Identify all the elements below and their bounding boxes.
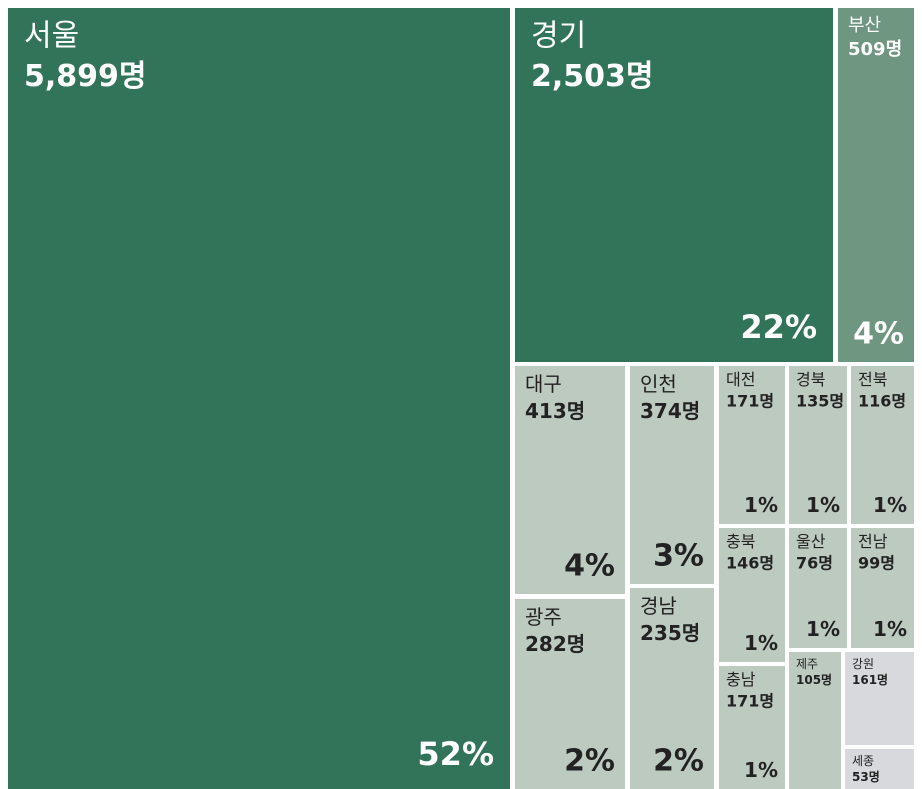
tile-name: 대구 xyxy=(525,372,562,396)
tile xyxy=(789,652,841,789)
tile-name: 제주 xyxy=(796,657,818,671)
tile-count: 509명 xyxy=(848,39,902,60)
tile-count: 99명 xyxy=(858,554,895,573)
tile-name: 대전 xyxy=(726,370,755,389)
tile xyxy=(719,666,785,789)
tile xyxy=(515,599,625,789)
tile-name: 광주 xyxy=(525,605,562,629)
tile xyxy=(838,8,914,362)
tile-count: 135명 xyxy=(796,392,844,411)
tile-name: 세종 xyxy=(852,754,874,768)
tile-count: 116명 xyxy=(858,392,906,411)
tile xyxy=(630,366,714,584)
tile-share: 3% xyxy=(653,539,704,574)
tile-share: 2% xyxy=(653,744,704,779)
tile-share: 2% xyxy=(564,744,615,779)
tile xyxy=(515,8,833,362)
tile-count: 146명 xyxy=(726,554,774,573)
tile-count: 171명 xyxy=(726,692,774,711)
tile xyxy=(845,749,914,789)
tile-name: 전남 xyxy=(858,532,888,551)
tile-share: 4% xyxy=(564,549,615,584)
tile-name: 부산 xyxy=(848,15,881,36)
tile-name: 서울 xyxy=(24,19,79,54)
tile xyxy=(789,528,847,648)
tile-name: 충남 xyxy=(726,670,756,689)
tile xyxy=(515,366,625,594)
tile-share: 1% xyxy=(744,493,778,517)
tile-count: 282명 xyxy=(525,632,585,656)
tile-name: 강원 xyxy=(852,657,874,671)
tile xyxy=(719,528,785,662)
tile-count: 374명 xyxy=(640,399,700,423)
tile-count: 413명 xyxy=(525,399,585,423)
tile-count: 235명 xyxy=(640,621,700,645)
tile xyxy=(845,652,914,745)
tile-name: 충북 xyxy=(726,532,755,551)
tile xyxy=(789,366,847,524)
tile xyxy=(8,8,510,789)
tile-count: 105명 xyxy=(796,673,832,687)
tile xyxy=(851,528,914,648)
tile-name: 인천 xyxy=(640,372,677,396)
tile-share: 1% xyxy=(744,631,778,655)
tile xyxy=(630,588,714,789)
tile-share: 52% xyxy=(417,735,494,773)
tile xyxy=(719,366,785,524)
tile-count: 53명 xyxy=(852,770,880,784)
tile-name: 경남 xyxy=(640,594,677,618)
tile-share: 1% xyxy=(744,758,778,782)
tile-share: 4% xyxy=(853,317,904,352)
tile-share: 1% xyxy=(806,617,840,641)
tile-share: 1% xyxy=(873,617,907,641)
tile-count: 2,503명 xyxy=(531,59,654,94)
tile-count: 171명 xyxy=(726,392,774,411)
tile-name: 경기 xyxy=(531,19,586,54)
tile-count: 76명 xyxy=(796,554,833,573)
tile-name: 경북 xyxy=(796,370,825,389)
tile-count: 161명 xyxy=(852,673,888,687)
tile xyxy=(851,366,914,524)
tile-share: 1% xyxy=(873,493,907,517)
tile-share: 22% xyxy=(740,308,817,346)
tile-share: 1% xyxy=(806,493,840,517)
tile-name: 전북 xyxy=(858,370,887,389)
tile-name: 울산 xyxy=(796,532,826,551)
tile-count: 5,899명 xyxy=(24,59,147,94)
